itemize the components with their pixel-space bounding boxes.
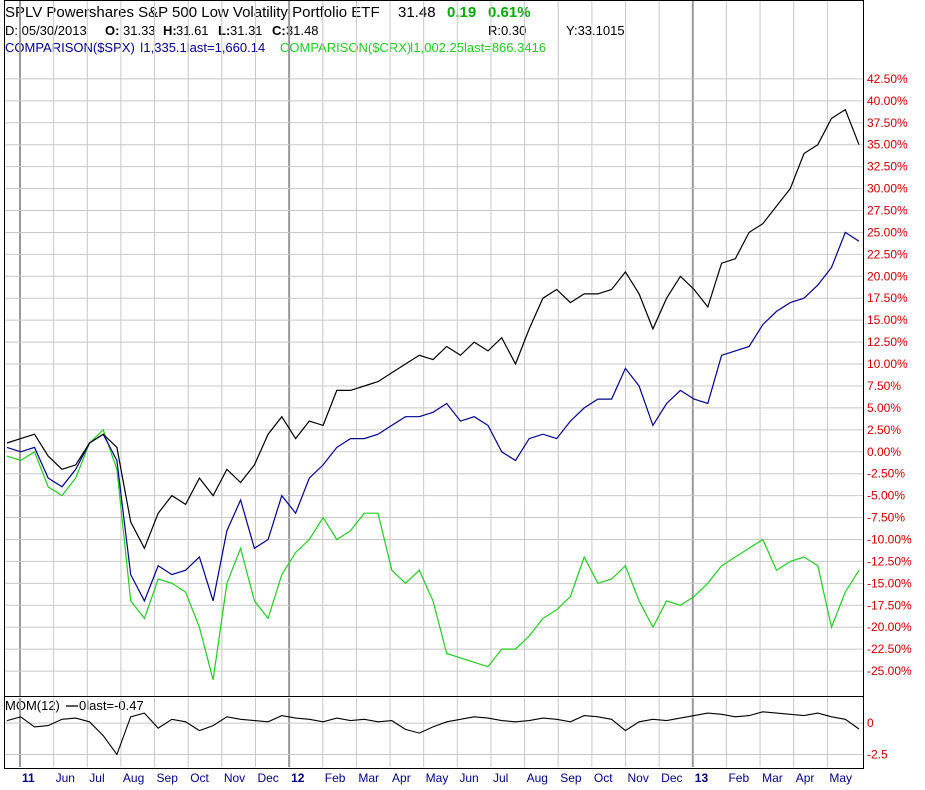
legend-crx-values: ǀ1,002.25last=866.3416 [410, 40, 546, 55]
x-tick-label: Nov [628, 771, 649, 785]
y-tick-label: -22.50% [867, 642, 912, 656]
r-value: R:0.30 [488, 23, 526, 38]
legend-crx: COMPARISON($CRX) [280, 40, 411, 55]
x-tick-label: Aug [123, 771, 144, 785]
ohlc-date: D: 05/30/2013 [5, 23, 87, 38]
x-tick-label: Dec [257, 771, 278, 785]
legend-spx: COMPARISON($SPX) [5, 40, 135, 55]
x-tick-label: Oct [190, 771, 209, 785]
y-tick-label: -17.50% [867, 598, 912, 612]
price-change-pct: 0.61% [488, 4, 531, 21]
series-line-mom [6, 711, 860, 756]
x-tick-label: Jul [89, 771, 104, 785]
y-tick-label: -10.00% [867, 532, 912, 546]
y-tick-label: 32.50% [867, 160, 908, 174]
y-tick-label: 30.00% [867, 182, 908, 196]
high-label: H: [163, 23, 177, 38]
y-tick-label: 10.00% [867, 357, 908, 371]
y-tick-label: -2.50% [867, 467, 905, 481]
x-tick-label: Feb [728, 771, 749, 785]
x-tick-label: 13 [695, 771, 709, 785]
series-line-crx [6, 428, 860, 680]
main-grid [5, 0, 863, 696]
legend-mom-values: 0last=-0.47 [79, 698, 144, 713]
low-label: L: [218, 23, 230, 38]
y-tick-label: 7.50% [867, 379, 901, 393]
momentum-header: MOM(12) 0last=-0.47 [5, 698, 144, 713]
x-tick-label: Feb [325, 771, 346, 785]
last-price: 31.48 [398, 4, 436, 21]
momentum-y-tick-label: -2.5 [867, 747, 888, 761]
momentum-y-tick-label: 0 [867, 716, 874, 730]
x-tick-label: Sep [560, 771, 582, 785]
series-line-splv [6, 108, 860, 550]
y-tick-label: 25.00% [867, 225, 908, 239]
x-tick-label: 12 [291, 771, 305, 785]
y-tick-label: -7.50% [867, 511, 905, 525]
x-tick-label: 11 [22, 771, 35, 785]
open-value: 31.33 [123, 23, 156, 38]
main-series [6, 108, 860, 680]
x-axis: 11 Jun Jul Aug Sep Oct Nov Dec 12 Feb Mar Apr May Jun… [22, 771, 852, 785]
x-tick-label: Mar [762, 771, 783, 785]
open-label: O: [105, 23, 119, 38]
x-tick-label: Oct [594, 771, 613, 785]
close-label: C: [272, 23, 286, 38]
x-tick-label: Jul [493, 771, 508, 785]
x-tick-label: Apr [392, 771, 411, 785]
y-tick-label: -5.00% [867, 489, 905, 503]
momentum-frame [4, 696, 864, 769]
low-value: 31.31 [230, 23, 263, 38]
legend-spx-values: ǀ1,335.1last=1,660.14 [140, 40, 265, 55]
x-tick-label: Mar [358, 771, 379, 785]
y-tick-label: -25.00% [867, 664, 912, 678]
chart-title: SPLV Powershares S&P 500 Low Volatility … [5, 4, 380, 21]
close-value: 31.48 [286, 23, 319, 38]
x-tick-label: May [829, 771, 852, 785]
x-tick-label: Jun [459, 771, 478, 785]
x-tick-label: Nov [224, 771, 245, 785]
y-tick-label: -15.00% [867, 576, 912, 590]
y-value: Y:33.1015 [566, 23, 625, 38]
y-tick-label: 42.50% [867, 72, 908, 86]
chart-header: SPLV Powershares S&P 500 Low Volatility … [5, 4, 625, 55]
y-tick-label: 22.50% [867, 247, 908, 261]
momentum-series [6, 711, 860, 756]
momentum-grid [5, 698, 863, 767]
y-tick-label: 27.50% [867, 204, 908, 218]
x-tick-label: Apr [796, 771, 815, 785]
legend-mom: MOM(12) [5, 698, 60, 713]
x-tick-label: May [426, 771, 449, 785]
y-tick-label: 37.50% [867, 116, 908, 130]
y-tick-label: -12.50% [867, 554, 912, 568]
x-tick-label: Jun [56, 771, 75, 785]
series-line-spx [6, 231, 860, 603]
main-y-axis: 42.50% 40.00% 37.50% 35.00% 32.50% 30.00% 27.5… [867, 72, 912, 678]
y-tick-label: 20.00% [867, 269, 908, 283]
y-tick-label: 15.00% [867, 313, 908, 327]
y-tick-label: 40.00% [867, 94, 908, 108]
main-frame [4, 0, 864, 697]
high-value: 31.61 [176, 23, 209, 38]
x-tick-label: Aug [527, 771, 548, 785]
x-tick-label: Sep [157, 771, 179, 785]
y-tick-label: 5.00% [867, 401, 901, 415]
y-tick-label: 0.00% [867, 445, 901, 459]
y-tick-label: 17.50% [867, 291, 908, 305]
y-tick-label: 35.00% [867, 138, 908, 152]
price-change: 0.19 [447, 4, 476, 21]
x-tick-label: Dec [661, 771, 682, 785]
y-tick-label: -20.00% [867, 620, 912, 634]
y-tick-label: 12.50% [867, 335, 908, 349]
momentum-y-axis: 0 -2.5 [867, 716, 888, 761]
y-tick-label: 2.50% [867, 423, 901, 437]
